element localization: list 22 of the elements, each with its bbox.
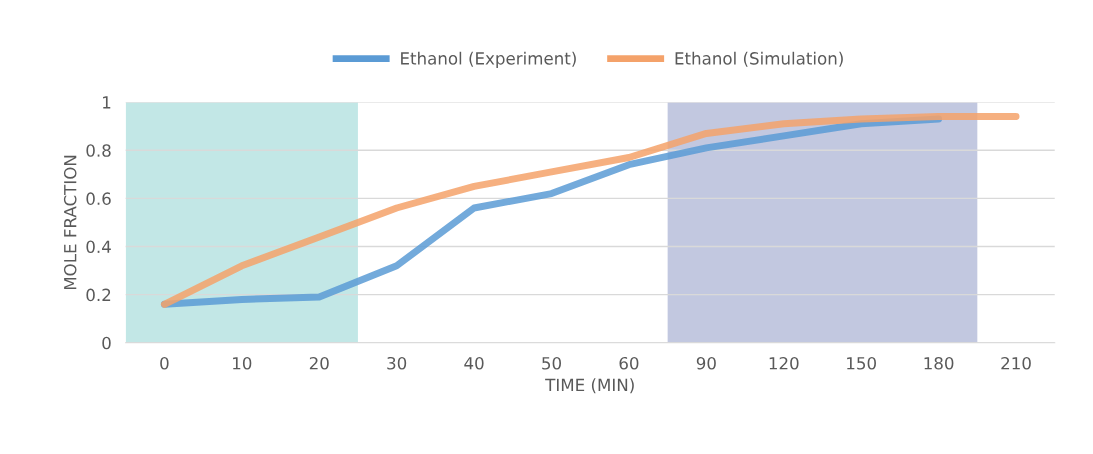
- y-tick-label: 0.2: [86, 288, 111, 302]
- legend-label: Ethanol (Simulation): [675, 51, 843, 67]
- y-tick-label: 0.6: [86, 192, 111, 205]
- y-axis-title: MOLE FRACTION: [63, 155, 77, 290]
- x-tick-label: 120: [769, 356, 799, 370]
- x-tick-label: 20: [309, 356, 329, 370]
- x-tick-label: 40: [464, 356, 484, 370]
- y-tick-label: 0: [102, 336, 111, 350]
- x-tick-label: 180: [924, 356, 954, 370]
- x-tick-label: 50: [542, 356, 562, 370]
- y-tick-label: 0.4: [86, 240, 111, 254]
- x-axis-title: TIME (MIN): [545, 378, 634, 394]
- y-tick-label: 0.8: [86, 144, 111, 157]
- x-tick-label: 150: [847, 356, 876, 370]
- legend-label: Ethanol (Experiment): [401, 51, 576, 68]
- x-tick-label: 0: [160, 356, 169, 370]
- x-tick-label: 60: [619, 356, 639, 370]
- x-tick-label: 30: [387, 356, 407, 370]
- x-tick-label: 210: [1001, 356, 1031, 370]
- x-tick-label: 90: [696, 356, 716, 370]
- y-tick-label: 1: [103, 96, 111, 109]
- x-tick-label: 10: [233, 356, 252, 370]
